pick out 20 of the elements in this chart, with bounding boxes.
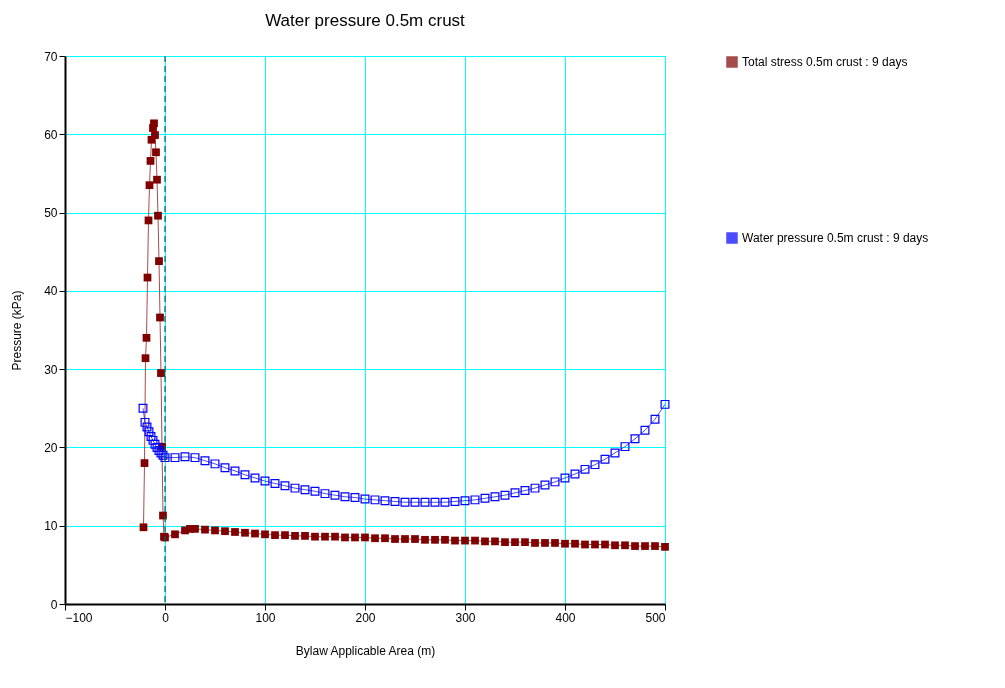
x-tick-label: 400: [555, 610, 576, 625]
x-tick-label: 500: [645, 610, 666, 625]
y-axis-title: Pressure (kPa): [10, 290, 25, 371]
y-tick-label: 50: [44, 206, 58, 221]
y-tick-label: 70: [44, 49, 58, 64]
chart-title: Water pressure 0.5m crust: [265, 11, 466, 30]
legend-label: Water pressure 0.5m crust : 9 days: [742, 231, 929, 245]
x-tick-label: −100: [65, 610, 93, 625]
y-tick-label: 0: [50, 597, 58, 612]
y-tick-label: 40: [44, 284, 58, 299]
legend-label: Total stress 0.5m crust : 9 days: [742, 55, 908, 69]
x-tick-label: 0: [162, 610, 170, 625]
y-tick-label: 60: [44, 127, 58, 142]
y-tick-label: 20: [44, 440, 58, 455]
x-axis-title: Bylaw Applicable Area (m): [295, 643, 436, 658]
y-tick-label: 30: [44, 362, 58, 377]
x-tick-label: 300: [455, 610, 476, 625]
y-tick-label: 10: [44, 519, 58, 534]
x-tick-label: 200: [355, 610, 376, 625]
x-tick-label: 100: [255, 610, 276, 625]
